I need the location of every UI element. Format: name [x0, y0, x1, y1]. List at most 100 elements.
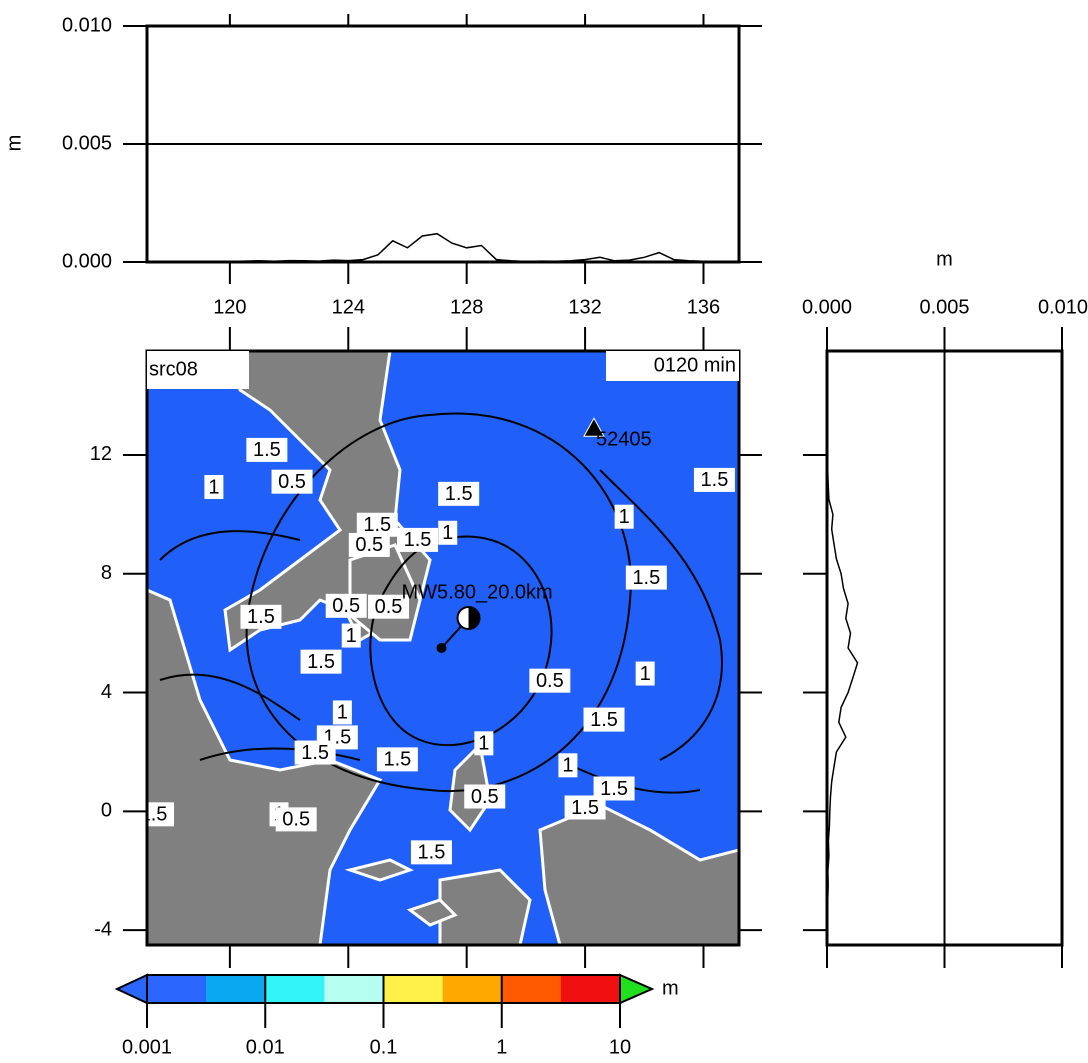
contour-label-box — [558, 753, 578, 778]
contour-label: 0.5 — [282, 809, 310, 831]
contour-label: 1 — [208, 476, 219, 498]
y-tick-label: 0 — [101, 800, 112, 822]
contour-label-box — [294, 740, 336, 765]
contour-label-box — [693, 467, 735, 492]
colorbar-over — [619, 973, 655, 1005]
contour-label: 0.5 — [332, 595, 360, 617]
x-tick-label: 0.010 — [1038, 296, 1088, 318]
contour-line — [369, 535, 553, 747]
station-label: 52405 — [596, 429, 652, 451]
contour-label: 1.5 — [301, 742, 329, 764]
profile-line — [155, 232, 734, 263]
beachball-quadrant — [468, 607, 480, 629]
contour-label-box — [275, 807, 317, 832]
colorbar-segment — [383, 975, 444, 1003]
contour-label-box — [147, 802, 175, 827]
contour-label-box — [474, 731, 494, 756]
y-tick-label: 12 — [90, 443, 112, 465]
contour-label: 0.5 — [536, 670, 564, 692]
contour-label: 0.5 — [355, 534, 383, 556]
x-tick-label: 136 — [687, 296, 720, 318]
y-tick-label: -4 — [94, 918, 112, 940]
land-island — [406, 898, 458, 927]
contour-label: 1.5 — [418, 842, 446, 864]
contour-label: 1.5 — [590, 709, 618, 731]
contour-label-box — [438, 520, 458, 545]
contour-label-box — [204, 475, 224, 500]
contour-label-box — [368, 594, 410, 619]
time-label: 0120 min — [654, 354, 736, 376]
contour-label: 1.5 — [363, 514, 391, 536]
contour-label-box — [625, 565, 667, 590]
epicenter-label: MW5.80_20.0km — [402, 581, 553, 603]
contour-label: 1.5 — [307, 651, 335, 673]
contour-label-box — [397, 527, 439, 552]
colorbar-segment — [147, 975, 207, 1003]
contour-label: 1.5 — [140, 804, 168, 826]
contour-line — [245, 412, 632, 792]
contour-label: 1 — [337, 702, 348, 724]
contour-label: 1.5 — [247, 606, 275, 628]
station-marker — [583, 417, 605, 437]
contour-label: 1 — [562, 755, 573, 777]
contour-label-box — [529, 668, 571, 693]
x-tick-label: 0.000 — [802, 296, 852, 318]
contour-label: 1.5 — [404, 529, 432, 551]
time-box — [606, 351, 739, 381]
contour-label-box — [246, 437, 288, 462]
contour-label: 0.5 — [278, 471, 306, 493]
profile-line — [826, 425, 859, 931]
plot-frame — [145, 24, 741, 264]
contour-label-box — [614, 504, 634, 529]
colorbar-tick-label: 0.01 — [246, 1036, 285, 1058]
colorbar-tick-label: 0.001 — [122, 1036, 172, 1058]
map-frame — [145, 349, 741, 947]
y-tick-label: 0.000 — [62, 250, 112, 272]
contours — [159, 412, 723, 794]
contour-label: 1 — [640, 663, 651, 685]
land-island — [344, 858, 414, 882]
x-tick-label: 0.005 — [919, 296, 969, 318]
y-tick-label: 0.010 — [62, 14, 112, 36]
contour-label: 1.5 — [632, 567, 660, 589]
contour-label-box — [438, 481, 480, 506]
contour-label-box — [348, 532, 390, 557]
colorbar-frame — [146, 974, 621, 1004]
contour-label: 1.5 — [253, 439, 281, 461]
x-tick-label: 124 — [332, 296, 365, 318]
plot-frame — [825, 349, 1064, 947]
contour-label-box — [356, 512, 398, 537]
x-tick-label: 120 — [213, 296, 246, 318]
contour-label-box — [410, 840, 452, 865]
x-tick-label: 132 — [568, 296, 601, 318]
contour-label-box — [464, 784, 506, 809]
contour-label: 1.5 — [384, 749, 412, 771]
colorbar-segment — [442, 975, 503, 1003]
contour-label: 1 — [442, 522, 453, 544]
contour-line — [159, 530, 361, 761]
colorbar-segment — [560, 975, 621, 1003]
land-newguinea — [538, 803, 739, 945]
colorbar-under — [114, 973, 148, 1005]
contour-label: 1.5 — [701, 469, 729, 491]
contour-label-box — [240, 604, 282, 629]
contour-label: 1.5 — [571, 797, 599, 819]
title-box — [147, 351, 249, 389]
x-tick-label: 128 — [450, 296, 483, 318]
y-axis-label: m — [3, 135, 25, 152]
colorbar-tick-label: 10 — [609, 1036, 631, 1058]
contour-label-box — [332, 700, 352, 725]
contour-label: 0.5 — [471, 786, 499, 808]
colorbar-segment — [324, 975, 384, 1003]
contour-label-box — [583, 707, 625, 732]
epicenter-marker — [436, 643, 447, 653]
contour-label: 1 — [478, 733, 489, 755]
colorbar-segment — [265, 975, 325, 1003]
contour-label: 1 — [346, 625, 357, 647]
y-tick-label: 0.005 — [62, 132, 112, 154]
contour-label-box — [376, 747, 418, 772]
contour-label-box — [341, 623, 361, 648]
colorbar-tick-label: 0.1 — [370, 1036, 398, 1058]
contour-label-box — [564, 795, 606, 820]
